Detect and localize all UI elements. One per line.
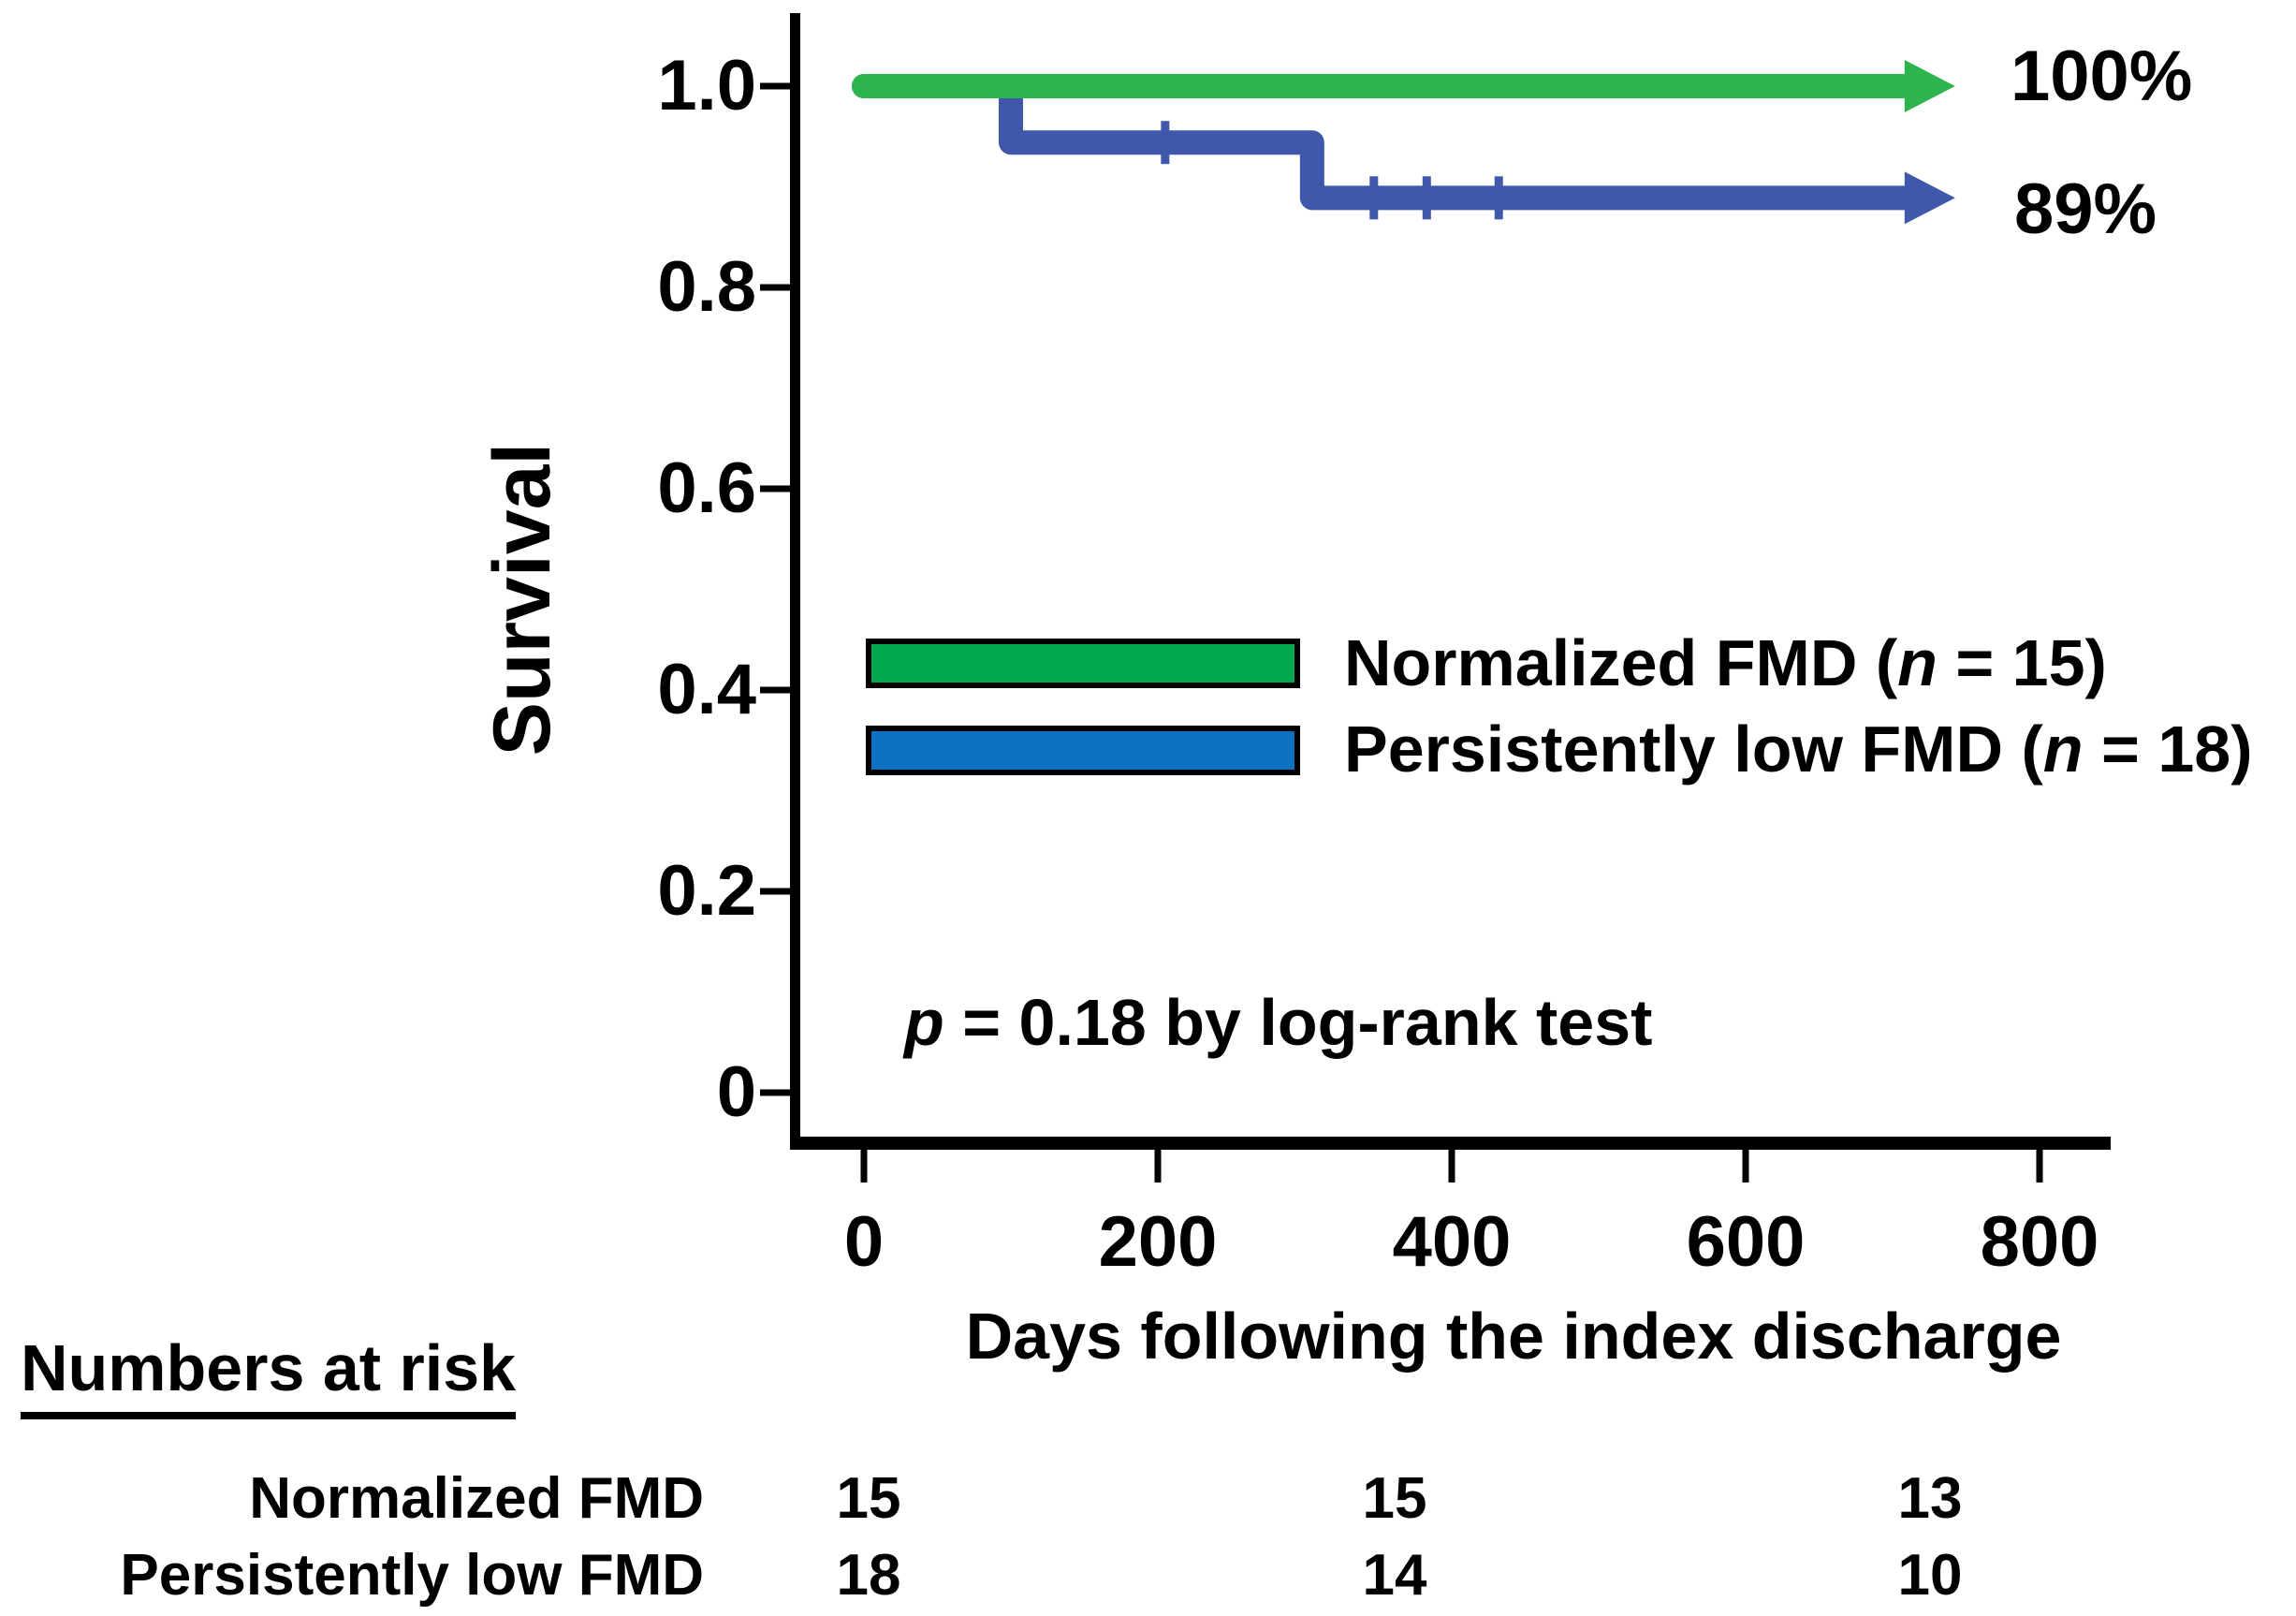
y-tick-label-0: 0	[716, 1052, 756, 1132]
censor-tick	[1369, 176, 1379, 220]
arrowhead-normalized-fmd	[1904, 60, 1955, 112]
risk-value: 18	[836, 1543, 901, 1608]
risk-value: 15	[836, 1466, 901, 1531]
x-axis-title: Days following the index discharge	[965, 1300, 2062, 1373]
numbers-at-risk-heading: Numbers at risk	[21, 1333, 517, 1419]
survival-curve-persistently-low-fmd	[852, 74, 1921, 211]
legend-swatch-persistently-low-fmd	[866, 726, 1300, 775]
x-tick-label-200: 200	[1098, 1202, 1218, 1282]
risk-row-label-normalized-fmd: Normalized FMD	[249, 1466, 704, 1531]
y-tick-label-1.0: 1.0	[657, 46, 756, 125]
censor-tick	[1161, 121, 1170, 165]
legend-label-persistently-low-fmd: Persistently low FMD (n = 18)	[1344, 713, 2253, 786]
risk-row-label-persistently-low-fmd: Persistently low FMD	[120, 1543, 704, 1608]
y-axis-spine	[790, 13, 800, 1142]
pvalue-annotation: p = 0.18 by log-rank test	[904, 986, 1653, 1059]
x-tick-label-800: 800	[1980, 1202, 2099, 1282]
x-tick-label-600: 600	[1686, 1202, 1806, 1282]
x-axis-spine	[790, 1137, 2111, 1150]
x-tick-label-400: 400	[1392, 1202, 1512, 1282]
y-tick-label-0.4: 0.4	[657, 650, 756, 729]
censor-tick	[1422, 176, 1431, 220]
y-axis-title: Survival	[477, 442, 567, 757]
risk-value: 15	[1362, 1466, 1427, 1531]
green-curve-end-label: 100%	[2011, 37, 2193, 116]
arrowhead-persistently-low-fmd	[1904, 171, 1955, 225]
risk-value: 13	[1897, 1466, 1963, 1531]
y-tick-label-0.8: 0.8	[657, 247, 756, 327]
censor-tick	[1494, 176, 1503, 220]
risk-value: 10	[1897, 1543, 1963, 1608]
legend-swatch-normalized-fmd	[866, 639, 1300, 688]
risk-value: 14	[1362, 1543, 1427, 1608]
y-tick-label-0.2: 0.2	[657, 851, 756, 931]
y-tick-label-0.6: 0.6	[657, 448, 756, 528]
blue-curve-end-label: 89%	[2014, 169, 2157, 249]
legend-label-normalized-fmd: Normalized FMD (n = 15)	[1344, 626, 2107, 699]
x-tick-label-0: 0	[843, 1202, 885, 1282]
